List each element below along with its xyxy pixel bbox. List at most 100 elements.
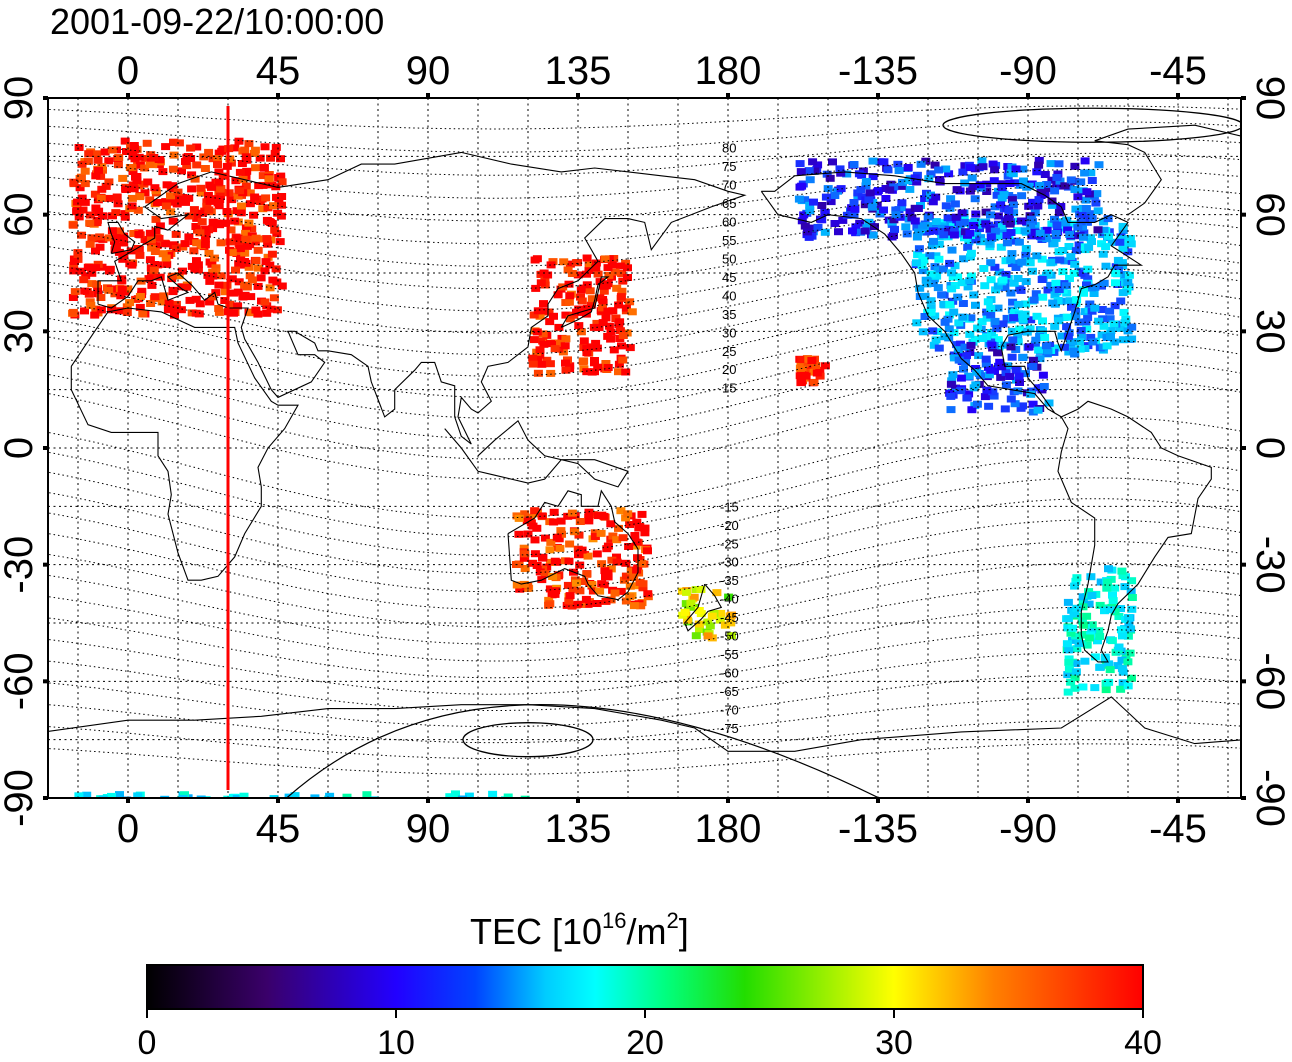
tec-pixel <box>1077 210 1087 218</box>
tec-pixel <box>1084 634 1094 642</box>
tec-pixel <box>90 190 100 198</box>
tec-pixel <box>1025 212 1035 220</box>
tec-pixel <box>1079 286 1088 294</box>
tec-pixel <box>1028 267 1037 275</box>
tec-pixel <box>606 596 616 604</box>
tec-pixel <box>1110 608 1120 616</box>
tec-pixel <box>1074 318 1084 326</box>
tec-pixel <box>1115 324 1125 332</box>
tec-pixel <box>565 292 575 300</box>
tec-pixel <box>1042 226 1052 234</box>
tec-pixel <box>545 546 555 554</box>
tec-pixel <box>137 287 147 295</box>
tec-pixel <box>1084 243 1094 251</box>
tec-pixel <box>464 792 474 798</box>
tec-pixel <box>1026 316 1036 324</box>
tec-pixel <box>170 311 179 319</box>
tec-pixel <box>629 602 639 610</box>
tec-pixel <box>593 512 603 520</box>
tec-pixel <box>1123 658 1133 666</box>
tec-pixel <box>926 308 936 316</box>
tec-pixel <box>263 204 273 212</box>
contour-label-north: 50 <box>722 251 736 266</box>
tec-pixel <box>946 392 956 400</box>
tec-pixel <box>1018 316 1028 324</box>
tec-pixel <box>168 165 178 173</box>
tec-pixel <box>1105 606 1115 614</box>
tec-pixel <box>987 329 996 336</box>
tec-pixel <box>1118 632 1127 640</box>
tec-pixel <box>143 178 153 186</box>
tec-pixel <box>836 169 846 177</box>
tec-pixel <box>705 622 715 630</box>
tick-bar-left <box>43 212 48 217</box>
tec-pixel <box>982 180 992 188</box>
tec-pixel <box>538 330 548 338</box>
tec-pixel <box>1001 369 1011 377</box>
tec-pixel <box>1063 615 1073 623</box>
tec-pixel <box>1082 325 1092 333</box>
tec-pixel <box>84 150 94 158</box>
south-america-coast <box>1057 400 1212 663</box>
tec-pixel <box>146 231 155 239</box>
tec-pixel <box>928 327 938 335</box>
tec-pixel <box>969 222 979 229</box>
tec-pixel <box>1015 379 1024 386</box>
tec-pixel <box>579 578 589 585</box>
tec-pixel <box>1098 250 1108 258</box>
tec-pixel <box>1009 209 1019 217</box>
tec-pixel <box>192 143 202 151</box>
tec-pixel <box>477 801 486 808</box>
tec-pixel <box>1065 275 1074 282</box>
tec-pixel <box>990 227 1000 235</box>
tec-pixel <box>164 799 173 806</box>
tec-pixel <box>104 157 114 165</box>
tec-pixel <box>1113 256 1123 264</box>
tec-pixel <box>149 266 159 274</box>
tec-pixel <box>1063 671 1073 679</box>
tick-bar-right <box>1241 329 1246 334</box>
tec-pixel <box>187 185 197 193</box>
tec-pixel <box>520 550 530 558</box>
tec-pixel <box>960 343 970 351</box>
tec-pixel <box>950 200 960 208</box>
lat-tick-label-left: 60 <box>0 192 41 237</box>
tec-pixel <box>861 182 871 190</box>
tec-pixel <box>955 351 965 359</box>
tec-pixel <box>977 318 987 326</box>
tec-pixel <box>891 206 901 214</box>
tec-pixel <box>565 592 575 600</box>
tec-pixel <box>234 278 244 286</box>
tec-pixel <box>247 225 257 233</box>
tec-pixel <box>180 240 190 248</box>
tec-pixel <box>133 792 143 798</box>
tick-bar-bottom <box>576 798 580 803</box>
tec-pixel <box>969 291 979 299</box>
tec-pixel <box>1035 181 1045 189</box>
tec-pixel <box>813 223 823 231</box>
tec-pixel <box>1006 256 1016 264</box>
tec-pixel <box>1070 674 1080 682</box>
lon-tick-label-bottom: 45 <box>256 807 301 851</box>
tec-pixel <box>500 801 509 808</box>
tec-pixel <box>797 182 807 190</box>
tec-pixel <box>520 795 530 798</box>
tec-pixel <box>549 508 559 516</box>
tec-pixel <box>1063 598 1073 606</box>
tec-pixel <box>258 205 268 213</box>
tec-pixel <box>1006 395 1016 403</box>
tec-pixel <box>274 174 284 181</box>
tec-pixel <box>240 146 250 154</box>
tec-pixel <box>981 355 991 363</box>
map-plot-area: 80 75 70 65 60 55 50 45 40 35 30 25 20 15 -15 -20 -25 -30… <box>43 93 1246 808</box>
tec-pixel <box>986 233 996 241</box>
tec-pixel <box>912 259 921 267</box>
tec-pixel <box>128 152 138 160</box>
tec-pixel <box>1061 282 1071 290</box>
contour-label-north: 60 <box>722 214 736 229</box>
tec-pixel <box>637 559 647 567</box>
tec-pixel <box>204 249 214 257</box>
tec-pixel <box>1117 665 1127 672</box>
tec-pixel <box>986 366 996 374</box>
